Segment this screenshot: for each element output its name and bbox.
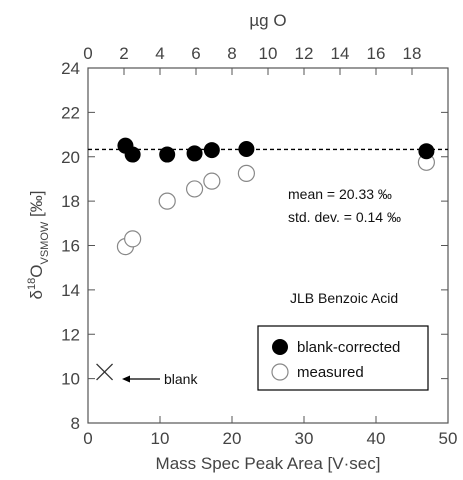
legend-measured-marker xyxy=(271,363,289,381)
blank-corrected-point xyxy=(203,142,220,159)
blank-corrected-point xyxy=(124,146,141,163)
blank-label: blank xyxy=(164,371,198,387)
x2-tick-label: 8 xyxy=(227,44,236,63)
measured-point xyxy=(185,180,204,198)
x2-tick-label: 2 xyxy=(119,44,128,63)
std-annotation: std. dev. = 0.14 ‰ xyxy=(288,209,401,225)
legend: blank-corrected measured xyxy=(257,325,429,391)
y-tick-label: 10 xyxy=(61,370,80,389)
y-tick-label: 22 xyxy=(61,103,80,122)
x-tick-label: 0 xyxy=(83,429,92,448)
y-tick-label: 14 xyxy=(61,281,80,300)
x2-tick-label: 12 xyxy=(295,44,314,63)
measured-series xyxy=(116,153,435,256)
blank-corrected-series xyxy=(117,137,435,163)
legend-blank-corrected-marker xyxy=(272,339,288,355)
y-tick-label: 20 xyxy=(61,148,80,167)
x2-tick-label: 10 xyxy=(259,44,278,63)
measured-point xyxy=(237,164,255,182)
y-tick-label: 8 xyxy=(71,414,80,433)
x-tick-label: 10 xyxy=(151,429,170,448)
x2-tick-label: 0 xyxy=(83,44,92,63)
x2-tick-label: 4 xyxy=(155,44,164,63)
measured-point xyxy=(124,230,142,248)
x-tick-label: 50 xyxy=(439,429,458,448)
blank-corrected-point xyxy=(186,145,203,162)
x2-tick-label: 16 xyxy=(367,44,386,63)
blank-marker xyxy=(96,363,114,381)
blank-x-stroke xyxy=(96,363,114,381)
x-tick-label: 40 xyxy=(367,429,386,448)
blank-corrected-point xyxy=(159,146,176,163)
blank-corrected-point xyxy=(418,143,435,160)
legend-measured-label: measured xyxy=(297,364,364,381)
x-tick-label: 20 xyxy=(223,429,242,448)
axes-ticks: 0 10 20 30 40 500 2 4 6 8 10 12 14 16 1881012141618202… xyxy=(61,44,457,448)
y-tick-label: 24 xyxy=(61,59,80,78)
x2-axis-title: µg O xyxy=(249,11,286,30)
x-axis-title: Mass Spec Peak Area [V·sec] xyxy=(156,454,381,473)
blank-corrected-point xyxy=(238,140,255,157)
x2-tick-label: 14 xyxy=(331,44,350,63)
legend-blank-corrected-label: blank-corrected xyxy=(297,339,400,356)
y-tick-label: 16 xyxy=(61,237,80,256)
y-axis-title: δ18OVSMOW [‰] xyxy=(26,191,51,300)
x2-tick-label: 6 xyxy=(191,44,200,63)
legend-box xyxy=(257,325,429,391)
measured-point xyxy=(203,172,221,190)
sample-name-annotation: JLB Benzoic Acid xyxy=(290,290,398,306)
mean-annotation: mean = 20.33 ‰ xyxy=(288,186,392,202)
blank-arrow-head xyxy=(122,375,130,383)
x2-tick-label: 18 xyxy=(403,44,422,63)
x-tick-label: 30 xyxy=(295,429,314,448)
y-tick-label: 18 xyxy=(61,192,80,211)
measured-point xyxy=(158,192,176,210)
y-tick-label: 12 xyxy=(61,325,80,344)
